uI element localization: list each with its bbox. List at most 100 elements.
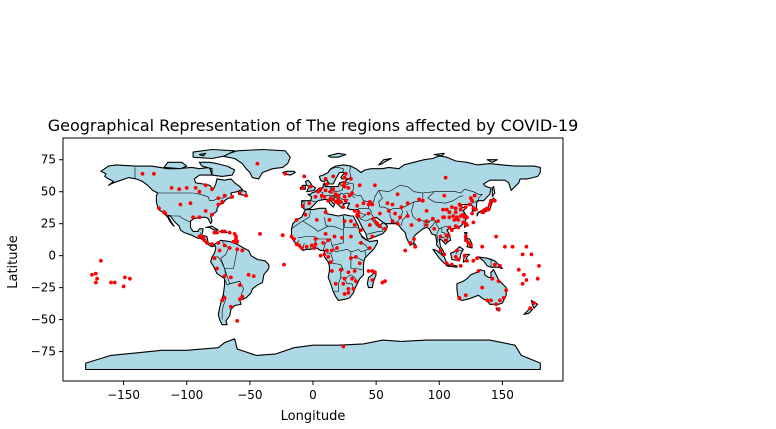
country-border: [213, 256, 227, 278]
y-tick-label: 25: [41, 217, 56, 231]
case-point: [458, 207, 463, 212]
case-point: [444, 207, 449, 212]
case-point: [325, 248, 329, 253]
case-point: [341, 281, 346, 286]
case-point: [455, 215, 459, 220]
country-border: [427, 191, 464, 204]
case-point: [390, 219, 395, 224]
country-border: [328, 167, 344, 173]
case-point: [341, 344, 346, 349]
case-point: [528, 306, 533, 310]
country-border: [411, 201, 415, 218]
y-tick-label: −75: [31, 345, 56, 359]
country-border: [331, 245, 367, 257]
case-point: [177, 187, 182, 192]
case-point: [332, 234, 337, 239]
case-point: [453, 206, 458, 211]
case-point: [216, 202, 221, 207]
case-point: [498, 298, 502, 303]
case-point: [342, 276, 347, 281]
case-point: [335, 246, 339, 250]
case-point: [457, 296, 462, 300]
case-point: [231, 239, 236, 244]
case-point: [413, 244, 418, 249]
case-point: [188, 201, 193, 206]
case-point: [255, 161, 260, 166]
case-point: [424, 219, 429, 224]
case-point: [319, 193, 324, 198]
case-point: [330, 248, 334, 253]
case-point: [399, 205, 404, 210]
case-point: [222, 296, 227, 300]
case-point: [359, 228, 363, 233]
case-point: [349, 177, 353, 181]
case-point: [140, 171, 145, 176]
case-point: [417, 218, 421, 222]
case-point: [210, 242, 214, 247]
country-border: [435, 221, 450, 230]
land-severnaya: [433, 152, 445, 157]
case-point: [432, 226, 437, 231]
country-border: [389, 209, 393, 224]
case-point: [529, 252, 534, 257]
case-point: [346, 287, 351, 291]
case-point: [222, 193, 227, 198]
case-point: [318, 253, 323, 258]
case-point: [516, 267, 521, 272]
x-tick-label: 100: [428, 388, 451, 402]
case-point: [303, 212, 308, 217]
case-point: [465, 258, 469, 263]
case-point: [447, 225, 452, 230]
case-point: [467, 202, 472, 207]
case-point: [292, 237, 296, 241]
case-point: [323, 188, 328, 193]
country-border: [436, 228, 440, 244]
case-point: [366, 211, 371, 216]
case-point: [328, 189, 333, 194]
case-point: [283, 171, 288, 176]
case-point: [227, 230, 232, 235]
case-point: [343, 198, 348, 203]
case-point: [489, 198, 493, 203]
case-point: [93, 280, 98, 285]
case-point: [481, 210, 486, 215]
case-point: [463, 205, 468, 210]
case-point: [453, 210, 458, 215]
case-point: [490, 276, 495, 281]
case-point: [123, 275, 127, 280]
case-point: [480, 244, 485, 249]
case-point: [326, 198, 331, 203]
case-point: [458, 264, 463, 268]
case-point: [184, 186, 189, 190]
case-point: [289, 234, 294, 239]
land-baffin-island: [198, 161, 236, 177]
land-novaya-zemlya: [378, 157, 392, 166]
case-point: [343, 171, 348, 176]
case-point: [466, 241, 471, 245]
case-point: [492, 262, 497, 267]
case-point: [446, 233, 450, 238]
case-point: [450, 205, 454, 210]
case-point: [235, 247, 240, 252]
country-border: [368, 204, 374, 218]
case-point: [357, 261, 362, 266]
case-point: [420, 198, 425, 203]
country-border: [350, 258, 363, 270]
case-point: [455, 248, 459, 253]
case-point: [237, 283, 242, 287]
case-point: [524, 244, 529, 249]
case-point: [350, 276, 354, 281]
x-tick-label: −100: [170, 388, 203, 402]
case-point: [395, 192, 400, 197]
case-point: [485, 298, 490, 303]
country-border: [422, 188, 483, 202]
case-point: [229, 304, 233, 309]
case-point: [361, 201, 366, 206]
case-point: [222, 243, 227, 248]
case-point: [408, 241, 413, 245]
case-point: [237, 297, 242, 301]
case-point: [301, 186, 305, 190]
case-point: [412, 237, 416, 241]
case-point: [178, 202, 183, 207]
case-point: [328, 260, 333, 264]
